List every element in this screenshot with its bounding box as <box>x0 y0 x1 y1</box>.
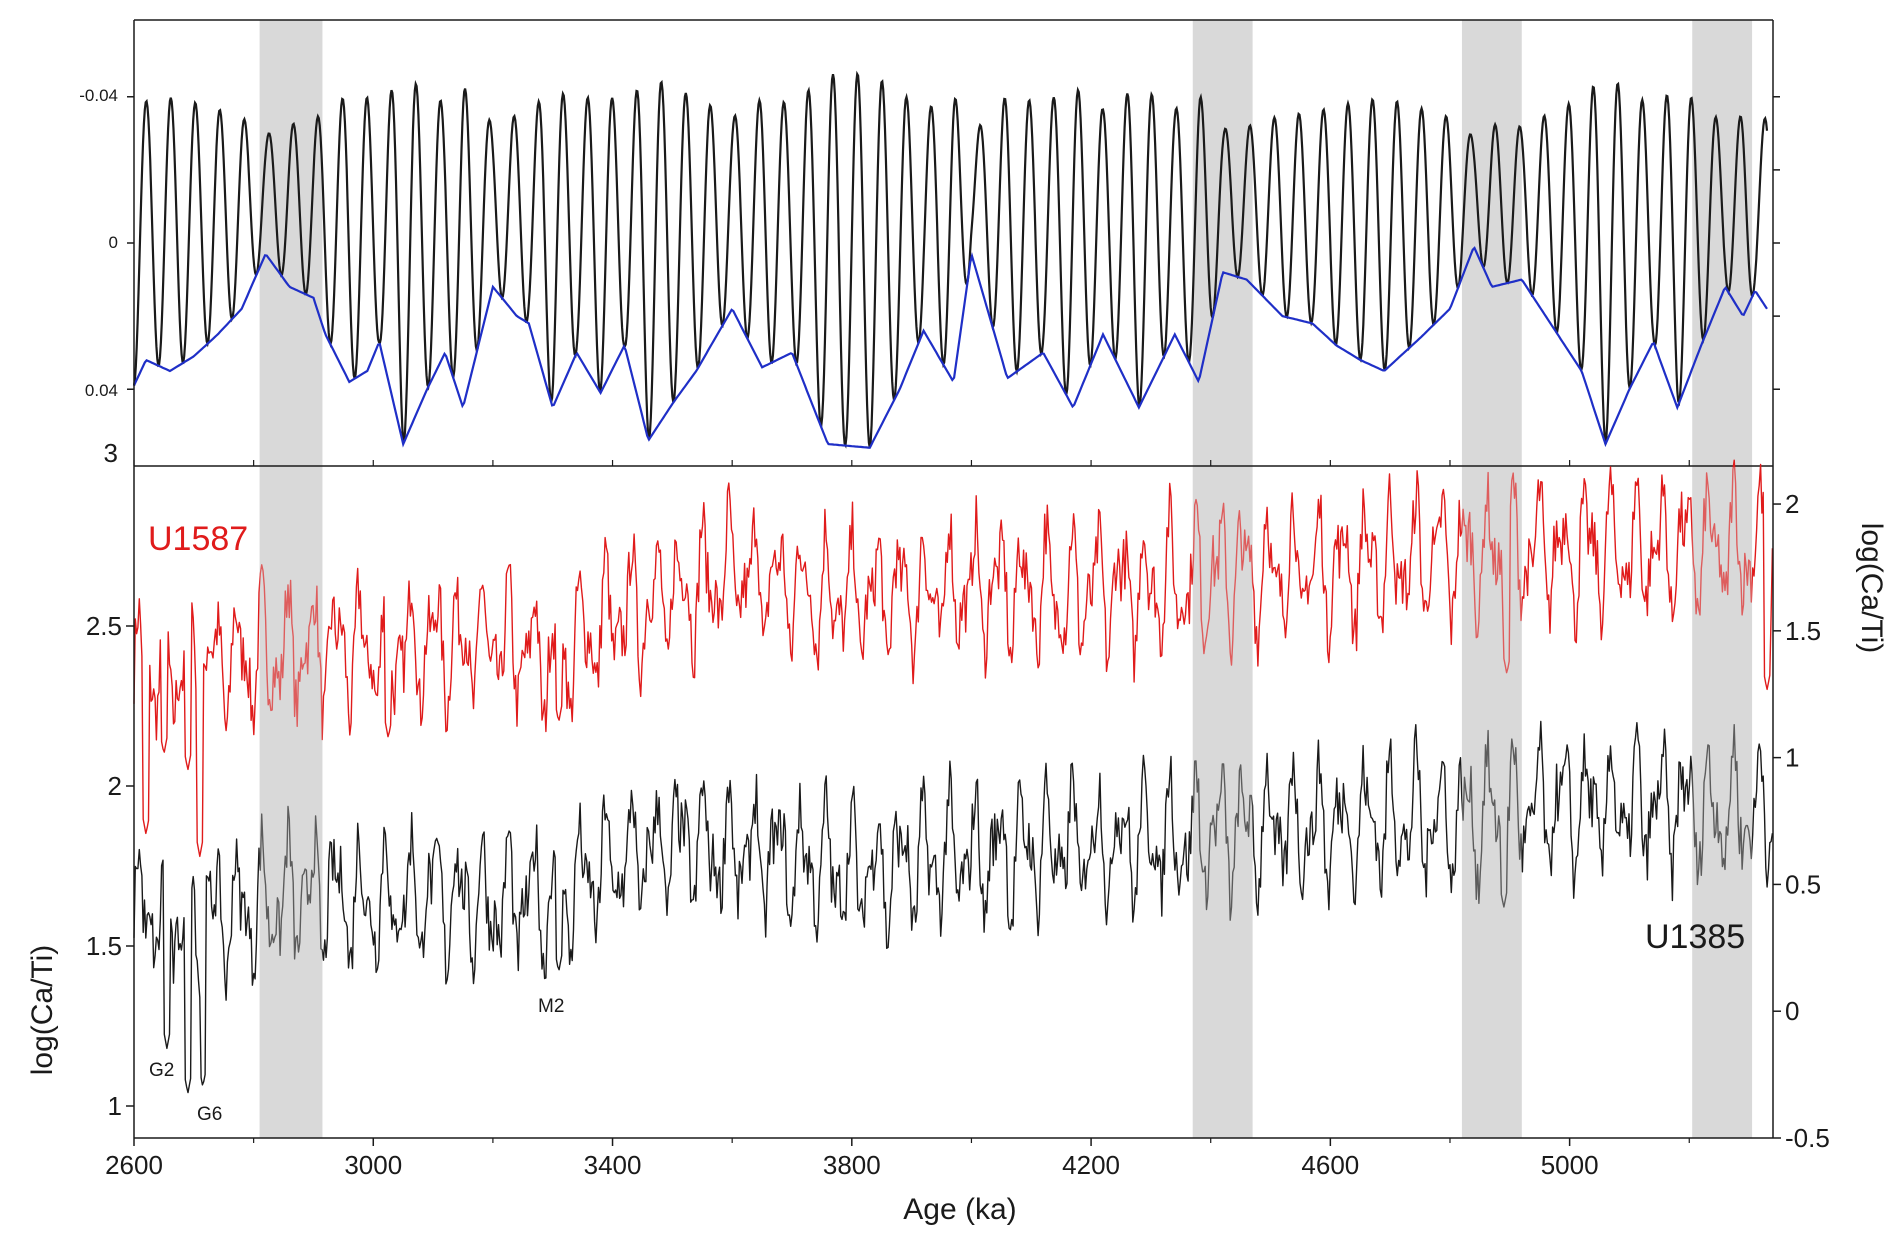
right-tick-label-2: 0.5 <box>1785 869 1821 899</box>
right-tick-label-4: 1.5 <box>1785 616 1821 646</box>
series-u1385 <box>133 720 1774 1094</box>
label-g6: G6 <box>197 1104 222 1125</box>
label-u1587: U1587 <box>148 520 248 558</box>
x-tick-label-6: 5000 <box>1541 1150 1599 1180</box>
x-tick-label-2: 3400 <box>584 1150 642 1180</box>
x-axis-title: Age (ka) <box>903 1193 1016 1226</box>
series-u1587 <box>133 459 1774 858</box>
top-series <box>132 70 1769 449</box>
x-tick-label-0: 2600 <box>105 1150 163 1180</box>
left-tick-label-3: 2.5 <box>86 611 122 641</box>
shade-overlay-3 <box>1692 467 1753 1137</box>
top-corner-label: 3 <box>104 438 118 468</box>
top-panel: -0.04 0 0.04 3 <box>79 19 1780 468</box>
shade-overlay-1 <box>1192 467 1253 1137</box>
y-axis-title-left: log(Ca/Ti) <box>26 945 59 1076</box>
x-tick-label-5: 4600 <box>1301 1150 1359 1180</box>
right-tick-label-3: 1 <box>1785 743 1799 773</box>
bottom-panel: 1 1.5 2 2.5 -0.5 0 0.5 1 1.5 2 2600 3000 3400 3800 420… <box>26 459 1888 1226</box>
shaded-interval-2 <box>1461 20 1522 1138</box>
right-tick-label-5: 2 <box>1785 489 1799 519</box>
precession-curve <box>132 70 1769 449</box>
x-tick-label-3: 3800 <box>823 1150 881 1180</box>
label-g2: G2 <box>149 1060 174 1081</box>
shade-overlay-0 <box>259 467 323 1137</box>
left-tick-label-1: 1.5 <box>86 931 122 961</box>
envelope-curve <box>133 246 1768 449</box>
left-tick-label-2: 2 <box>108 771 122 801</box>
shade-overlay-2 <box>1461 467 1522 1137</box>
right-tick-label-0: -0.5 <box>1785 1123 1830 1153</box>
bottom-ticks: 1 1.5 2 2.5 -0.5 0 0.5 1 1.5 2 2600 3000 3400 3800 420… <box>86 460 1830 1180</box>
x-tick-label-1: 3000 <box>344 1150 402 1180</box>
y-axis-title-right: log(Ca/Ti) <box>1855 523 1888 654</box>
bottom-series <box>133 459 1774 1137</box>
top-tick-label-0: -0.04 <box>79 86 118 105</box>
right-tick-label-1: 0 <box>1785 996 1799 1026</box>
x-tick-label-4: 4200 <box>1062 1150 1120 1180</box>
label-m2: M2 <box>538 996 564 1017</box>
top-tick-label-1: 0 <box>109 233 118 252</box>
top-ticks <box>127 96 1780 390</box>
label-u1385: U1385 <box>1645 918 1745 956</box>
top-tick-label-2: 0.04 <box>85 381 118 400</box>
left-tick-label-0: 1 <box>108 1091 122 1121</box>
